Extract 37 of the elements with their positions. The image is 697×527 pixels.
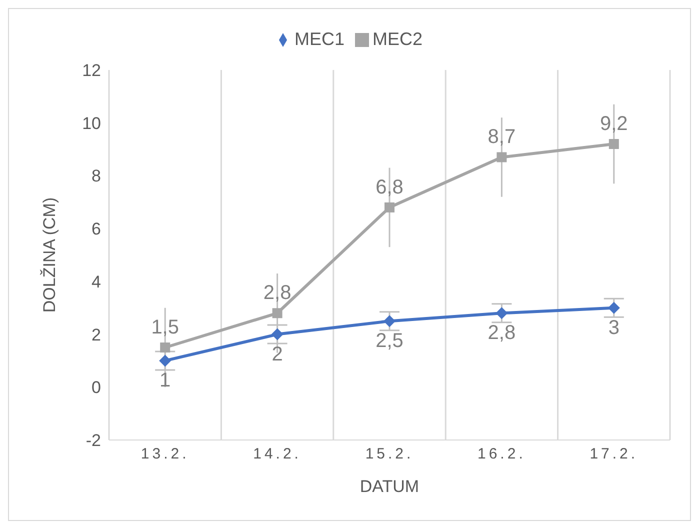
x-axis-title: DATUM (360, 477, 420, 496)
point (271, 328, 284, 340)
x-tick-label: 15.2. (365, 446, 414, 463)
point (608, 302, 620, 314)
data-label: 2 (272, 343, 283, 366)
x-tick-label: 16.2. (478, 446, 526, 463)
data-label: 9,2 (600, 113, 628, 135)
point (272, 308, 282, 318)
y-tick-label: 4 (92, 272, 101, 292)
y-tick-label: 6 (92, 220, 101, 239)
x-tick-label: 13.2. (140, 446, 190, 463)
data-label: 2,8 (488, 322, 516, 344)
data-label: 6,8 (376, 176, 404, 198)
y-tick-label: 8 (92, 166, 101, 186)
data-label: 1,5 (151, 316, 180, 338)
data-label: 8,7 (488, 126, 516, 148)
point (160, 342, 170, 352)
point (496, 307, 508, 320)
legend-label: MEC1 (294, 29, 344, 49)
data-label: 2,5 (376, 330, 404, 352)
point (384, 315, 396, 328)
y-axis-title: DOLŽINA (CM) (40, 197, 60, 313)
x-tick-label: 14.2. (253, 446, 302, 463)
point (496, 152, 507, 162)
point (608, 139, 619, 149)
y-tick-label: -2 (86, 431, 101, 450)
point (384, 202, 394, 212)
y-tick-label: 10 (82, 114, 101, 133)
y-tick-label: 0 (92, 378, 101, 398)
point (159, 354, 172, 367)
y-tick-label: 2 (92, 325, 101, 344)
data-label: 1 (160, 370, 171, 392)
data-label: 2,8 (263, 282, 292, 304)
data-label: 3 (608, 316, 620, 339)
legend-label: MEC2 (372, 29, 423, 49)
x-tick-label: 17.2. (590, 446, 638, 463)
y-tick-label: 12 (82, 61, 101, 80)
